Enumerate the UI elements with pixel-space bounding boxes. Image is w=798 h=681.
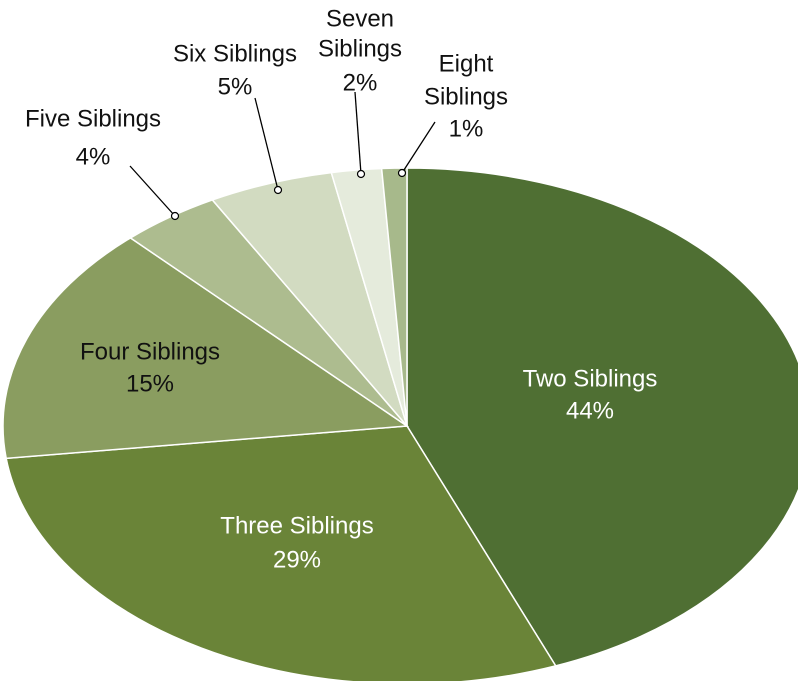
pie-slice-four-siblings: [2, 237, 410, 460]
slice-name-three-siblings: Three Siblings: [220, 512, 373, 539]
pie-slice-three-siblings: [5, 425, 557, 681]
pie-slice-eight-siblings: [380, 167, 408, 427]
leader-dot-five-siblings: [170, 211, 180, 221]
slice-name-eight-siblings: Siblings: [424, 83, 508, 110]
pie-slice-two-siblings: [406, 167, 798, 667]
leader-line-six-siblings: [254, 97, 279, 191]
slice-name-seven-siblings: Seven: [326, 5, 394, 32]
pie-slices: [2, 167, 798, 681]
leader-line-seven-siblings: [354, 91, 362, 175]
slice-percent-two-siblings: 44%: [566, 397, 614, 424]
leader-dot-eight-siblings: [397, 168, 407, 178]
slice-percent-five-siblings: 4%: [76, 143, 111, 170]
slice-percent-four-siblings: 15%: [126, 370, 174, 397]
slice-label-seven-siblings: Seven Siblings 2%: [318, 5, 402, 96]
slice-label-four-siblings: Four Siblings 15%: [80, 338, 220, 397]
slice-percent-six-siblings: 5%: [218, 73, 253, 100]
leader-dot-six-siblings: [273, 185, 283, 195]
slice-percent-eight-siblings: 1%: [449, 115, 484, 142]
slice-name-eight-siblings: Eight: [439, 50, 494, 77]
slice-percent-seven-siblings: 2%: [343, 69, 378, 96]
slice-percent-three-siblings: 29%: [273, 546, 321, 573]
slice-label-five-siblings: Five Siblings 4%: [25, 105, 161, 170]
slice-name-two-siblings: Two Siblings: [523, 365, 658, 392]
leader-line-eight-siblings: [401, 121, 436, 174]
slice-label-two-siblings: Two Siblings 44%: [523, 365, 658, 424]
slice-label-three-siblings: Three Siblings 29%: [220, 512, 373, 573]
slice-label-eight-siblings: Eight Siblings 1%: [424, 50, 508, 142]
slice-name-five-siblings: Five Siblings: [25, 105, 161, 132]
leader-lines: [129, 91, 436, 221]
leader-line-five-siblings: [129, 165, 176, 217]
slice-labels: Two Siblings 44% Three Siblings 29% Four Sib…: [25, 5, 657, 573]
slice-name-four-siblings: Four Siblings: [80, 338, 220, 365]
slice-name-seven-siblings: Siblings: [318, 35, 402, 62]
leader-dot-seven-siblings: [356, 169, 366, 179]
slice-label-six-siblings: Six Siblings 5%: [173, 40, 297, 100]
slice-name-six-siblings: Six Siblings: [173, 40, 297, 67]
